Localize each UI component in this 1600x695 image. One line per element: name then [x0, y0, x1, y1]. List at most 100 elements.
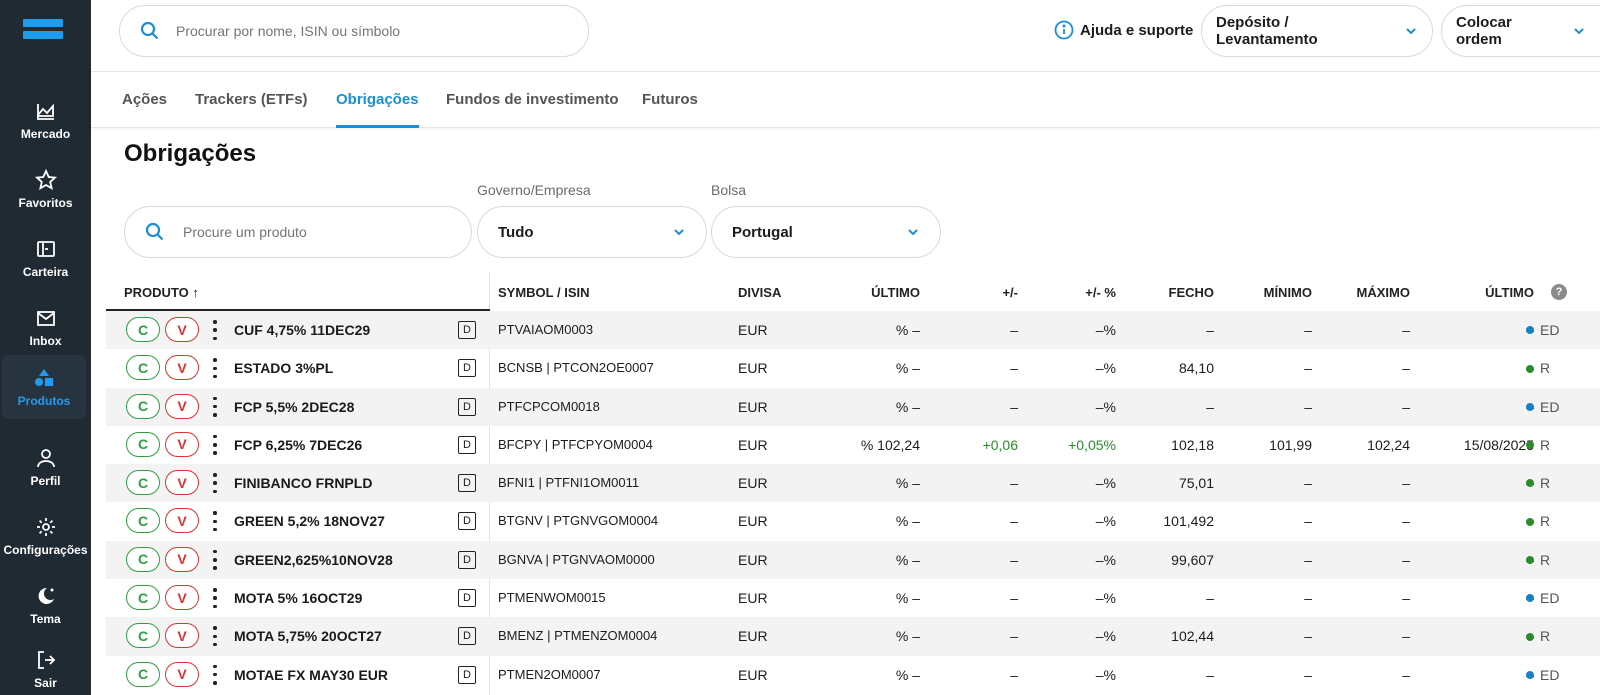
tab-trackers[interactable]: Trackers (ETFs): [195, 91, 308, 108]
sell-button[interactable]: V: [165, 393, 199, 419]
product-name[interactable]: GREEN2,625%10NOV28: [234, 551, 393, 568]
table-row[interactable]: C V GREEN2,625%10NOV28 D BGNVA | PTGNVAOM000…: [106, 540, 1600, 580]
sell-button[interactable]: V: [165, 355, 199, 381]
detail-button[interactable]: D: [458, 474, 476, 493]
detail-button[interactable]: D: [458, 321, 476, 339]
tab-obrigacoes[interactable]: Obrigações: [336, 72, 419, 128]
product-name[interactable]: GREEN 5,2% 18NOV27: [234, 513, 385, 530]
status-label: ED: [1540, 590, 1560, 607]
col-header-close[interactable]: FECHO: [1168, 285, 1215, 300]
sidebar-item-carteira[interactable]: Carteira: [0, 227, 91, 289]
sell-button[interactable]: V: [165, 661, 199, 687]
buy-button[interactable]: C: [126, 355, 160, 381]
more-options-icon[interactable]: [212, 434, 218, 455]
product-search-input[interactable]: [183, 224, 453, 240]
brand-logo[interactable]: [23, 19, 63, 45]
detail-button[interactable]: D: [458, 589, 476, 608]
col-header-low[interactable]: MÍNIMO: [1263, 285, 1312, 300]
product-name[interactable]: MOTA 5% 16OCT29: [234, 590, 363, 607]
col-header-symbol[interactable]: SYMBOL / ISIN: [498, 285, 590, 300]
more-options-icon[interactable]: [212, 626, 218, 647]
exchange-select[interactable]: Portugal: [711, 206, 941, 258]
sell-button[interactable]: V: [165, 431, 199, 457]
sidebar-item-produtos[interactable]: Produtos: [2, 355, 86, 419]
help-icon[interactable]: ?: [1551, 284, 1567, 300]
buy-button[interactable]: C: [126, 585, 160, 611]
detail-button[interactable]: D: [458, 397, 476, 416]
sidebar-item-mercado[interactable]: Mercado: [0, 89, 91, 151]
more-options-icon[interactable]: [212, 320, 218, 340]
detail-button[interactable]: D: [458, 550, 476, 569]
table-row[interactable]: C V FCP 5,5% 2DEC28 D PTFCPCOM0018 EUR % – – –% –…: [106, 387, 1600, 426]
product-name[interactable]: CUF 4,75% 11DEC29: [234, 322, 371, 338]
detail-button[interactable]: D: [458, 665, 476, 684]
tab-fundos[interactable]: Fundos de investimento: [446, 91, 619, 108]
more-options-icon[interactable]: [212, 588, 218, 609]
cell-status: R: [1526, 360, 1550, 376]
col-header-currency[interactable]: DIVISA: [738, 285, 782, 300]
detail-button[interactable]: D: [458, 627, 476, 646]
sidebar-item-perfil[interactable]: Perfil: [0, 436, 91, 498]
place-order-button[interactable]: Colocar ordem: [1441, 5, 1600, 57]
tab-futuros[interactable]: Futuros: [642, 91, 698, 108]
buy-button[interactable]: C: [126, 470, 160, 496]
more-options-icon[interactable]: [212, 358, 218, 379]
sidebar: Mercado Favoritos Carteira Inbox Produto…: [0, 0, 91, 695]
buy-button[interactable]: C: [126, 623, 160, 649]
table-row[interactable]: C V MOTA 5,75% 20OCT27 D BMENZ | PTMENZOM000…: [106, 617, 1600, 656]
issuer-select[interactable]: Tudo: [477, 206, 707, 258]
buy-button[interactable]: C: [126, 317, 160, 342]
buy-button[interactable]: C: [126, 393, 160, 419]
detail-button[interactable]: D: [458, 435, 476, 454]
detail-button[interactable]: D: [458, 359, 476, 378]
more-options-icon[interactable]: [212, 473, 218, 494]
table-row[interactable]: C V ESTADO 3%PL D BCNSB | PTCON2OE0007 EUR % –…: [106, 349, 1600, 387]
col-header-last-date[interactable]: ÚLTIMO: [1485, 285, 1534, 300]
product-name[interactable]: ESTADO 3%PL: [234, 360, 334, 377]
col-header-last[interactable]: ÚLTIMO: [871, 285, 920, 300]
global-search[interactable]: [119, 5, 589, 57]
product-name[interactable]: MOTAE FX MAY30 EUR: [234, 666, 389, 683]
tab-acoes[interactable]: Ações: [122, 91, 168, 108]
more-options-icon[interactable]: [212, 396, 218, 417]
buy-button[interactable]: C: [126, 431, 160, 457]
detail-button[interactable]: D: [458, 512, 476, 531]
buy-button[interactable]: C: [126, 661, 160, 687]
sell-button[interactable]: V: [165, 585, 199, 611]
table-row[interactable]: C V MOTA 5% 16OCT29 D PTMENWOM0015 EUR % – – –% –…: [106, 579, 1600, 617]
table-row[interactable]: C V MOTAE FX MAY30 EUR D PTMEN2OM0007 EUR % – –…: [106, 656, 1600, 694]
sidebar-item-favoritos[interactable]: Favoritos: [0, 158, 91, 220]
col-header-change-pct[interactable]: +/- %: [1085, 285, 1116, 300]
table-row[interactable]: C V FINIBANCO FRNPLD D BFNI1 | PTFNI1OM0011 E…: [106, 464, 1600, 503]
sidebar-item-tema[interactable]: Tema: [0, 574, 91, 636]
more-options-icon[interactable]: [212, 511, 218, 532]
sell-button[interactable]: V: [165, 546, 199, 572]
buy-button[interactable]: C: [126, 546, 160, 572]
sidebar-item-inbox[interactable]: Inbox: [0, 296, 91, 358]
global-search-input[interactable]: [176, 23, 556, 39]
col-header-product[interactable]: PRODUTO ↑: [106, 272, 490, 311]
deposit-withdraw-button[interactable]: Depósito / Levantamento: [1201, 5, 1433, 57]
product-name[interactable]: FINIBANCO FRNPLD: [234, 475, 373, 492]
table-row[interactable]: C V GREEN 5,2% 18NOV27 D BTGNV | PTGNVGOM000…: [106, 502, 1600, 540]
sidebar-item-configuracoes[interactable]: Configurações: [0, 505, 91, 567]
help-link[interactable]: Ajuda e suporte: [1054, 20, 1193, 40]
buy-button[interactable]: C: [126, 508, 160, 534]
sell-button[interactable]: V: [165, 623, 199, 649]
sidebar-item-sair[interactable]: Sair: [0, 643, 91, 695]
col-header-high[interactable]: MÁXIMO: [1356, 285, 1410, 300]
sell-button[interactable]: V: [165, 317, 199, 342]
more-options-icon[interactable]: [212, 549, 218, 570]
sell-button[interactable]: V: [165, 470, 199, 496]
sidebar-item-label: Perfil: [30, 474, 61, 488]
table-row[interactable]: C V CUF 4,75% 11DEC29 D PTVAIAOM0003 EUR % – – –…: [106, 311, 1600, 350]
table-row[interactable]: C V FCP 6,25% 7DEC26 D BFCPY | PTFCPYOM0004 E…: [106, 426, 1600, 464]
product-name[interactable]: FCP 6,25% 7DEC26: [234, 436, 363, 453]
col-header-change[interactable]: +/-: [1002, 285, 1018, 300]
product-search[interactable]: [124, 206, 472, 258]
sell-button[interactable]: V: [165, 508, 199, 534]
cell-low: –: [1304, 360, 1312, 377]
more-options-icon[interactable]: [212, 664, 218, 685]
product-name[interactable]: FCP 5,5% 2DEC28: [234, 398, 355, 415]
product-name[interactable]: MOTA 5,75% 20OCT27: [234, 628, 382, 645]
